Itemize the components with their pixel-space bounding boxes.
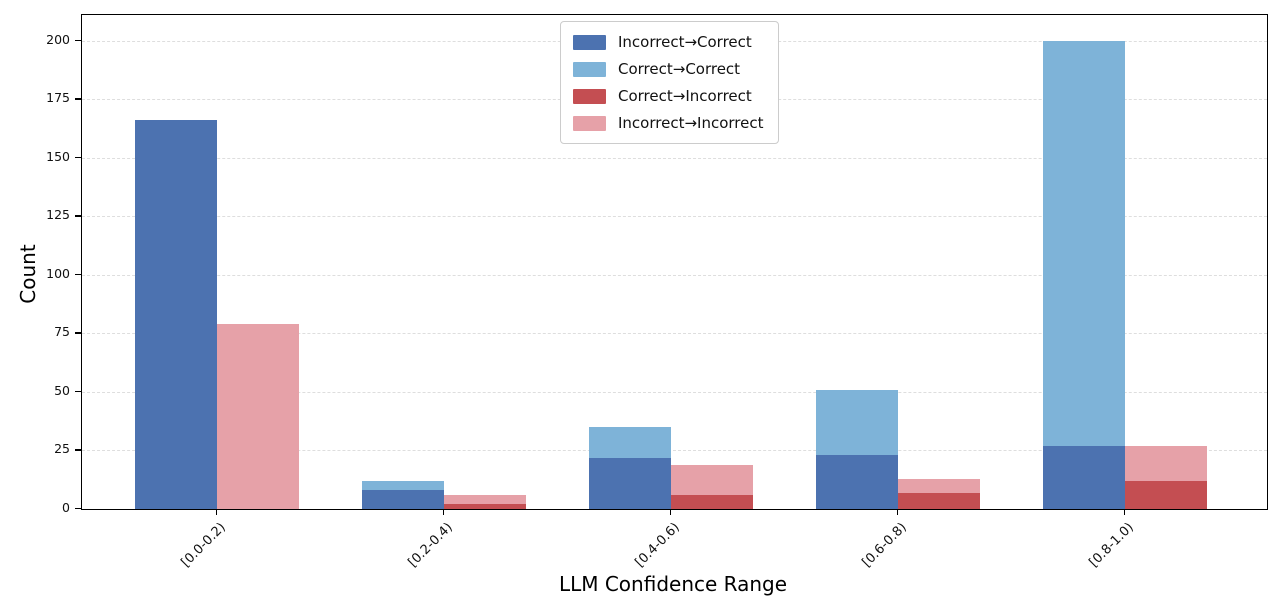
x-tick-mark (443, 509, 445, 515)
y-axis-title: Count (16, 244, 40, 304)
legend-label: Correct→Correct (618, 60, 741, 78)
legend-label: Incorrect→Incorrect (618, 114, 764, 132)
bar (589, 457, 671, 509)
bar (217, 324, 299, 509)
y-tick-mark (75, 332, 81, 334)
x-tick-mark (897, 509, 899, 515)
x-tick-mark (1124, 509, 1126, 515)
y-tick-mark (75, 508, 81, 510)
y-tick-label: 150 (46, 148, 70, 164)
y-tick-label: 125 (46, 207, 70, 223)
x-axis-title: LLM Confidence Range (558, 572, 788, 596)
x-tick-label: [0.0-0.2) (178, 520, 229, 571)
y-tick-mark (75, 215, 81, 217)
x-tick-label: [0.2-0.4) (405, 520, 456, 571)
y-tick-mark (75, 156, 81, 159)
legend-color-swatch-icon (573, 115, 606, 131)
y-tick-label: 25 (54, 441, 70, 457)
bar (1043, 445, 1125, 509)
gridline (82, 450, 1267, 452)
y-tick-label: 100 (46, 265, 70, 281)
legend-item: Correct→Incorrect (573, 87, 763, 105)
y-tick-mark (75, 390, 81, 393)
legend-color-swatch-icon (573, 88, 606, 104)
x-tick-label: [0.6-0.8) (859, 520, 910, 571)
y-tick-mark (75, 98, 81, 100)
legend-label: Incorrect→Correct (618, 33, 752, 51)
legend-color-swatch-icon (573, 61, 606, 77)
bar (1043, 40, 1125, 509)
x-tick-label: [0.8-1.0) (1086, 520, 1137, 571)
legend-item: Correct→Correct (573, 60, 763, 78)
gridline (82, 333, 1267, 335)
y-tick-mark (75, 39, 81, 42)
y-tick-label: 0 (62, 500, 70, 515)
y-tick-label: 175 (46, 90, 70, 106)
legend-item: Incorrect→Incorrect (573, 114, 763, 132)
bar (671, 494, 753, 509)
legend-label: Correct→Incorrect (618, 87, 752, 105)
x-tick-mark (670, 509, 672, 515)
gridline (82, 157, 1267, 159)
legend-color-swatch-icon (573, 34, 606, 50)
legend-item: Incorrect→Correct (573, 33, 763, 51)
y-tick-label: 50 (54, 382, 70, 398)
legend: Incorrect→Correct Correct→Correct Correct→… (560, 21, 780, 144)
bar (444, 504, 526, 509)
y-tick-label: 200 (46, 31, 70, 47)
x-tick-label: [0.4-0.6) (632, 520, 683, 571)
bar (816, 455, 898, 509)
gridline (82, 274, 1267, 276)
bar (362, 490, 444, 509)
y-tick-label: 75 (54, 324, 70, 340)
x-tick-mark (216, 509, 218, 515)
gridline (82, 216, 1267, 218)
bar (135, 120, 217, 509)
bar (898, 492, 980, 509)
y-tick-mark (75, 449, 81, 451)
gridline (82, 391, 1267, 393)
bar (1125, 480, 1207, 509)
y-tick-mark (75, 273, 81, 276)
